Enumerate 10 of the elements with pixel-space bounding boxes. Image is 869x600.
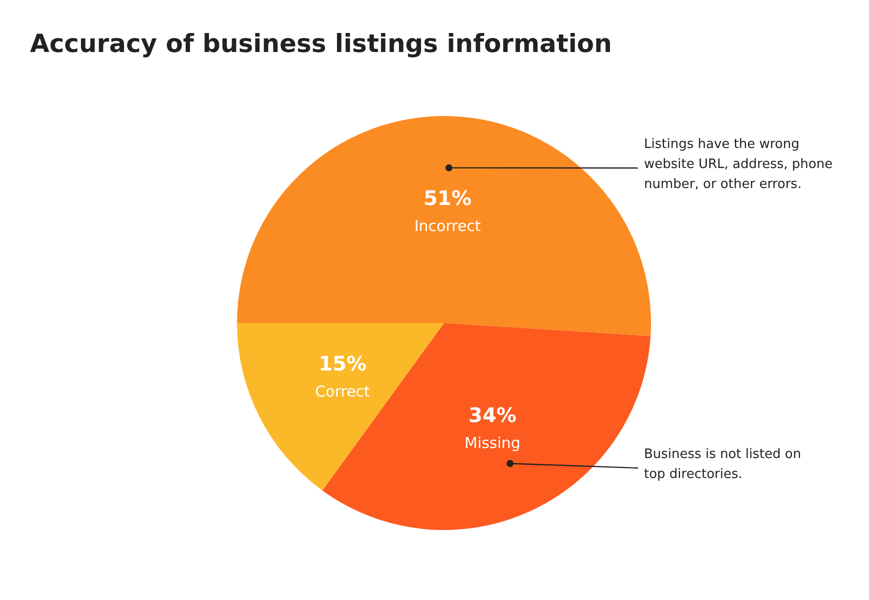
text: Listings have the wrong website URL, address, phone number, or other errors. [644,137,833,192]
data-label: 15% [318,352,366,376]
data-label: 51% [424,186,472,210]
slice-label: Incorrect [414,217,481,236]
slice-label: Missing [464,434,520,452]
text: Business is not listed on top directories. [644,447,802,482]
slice-label: Correct [315,382,370,401]
pie-slice [237,323,444,490]
data-label: 34% [468,403,516,428]
chart-title: Accuracy of business listings information [30,29,612,58]
